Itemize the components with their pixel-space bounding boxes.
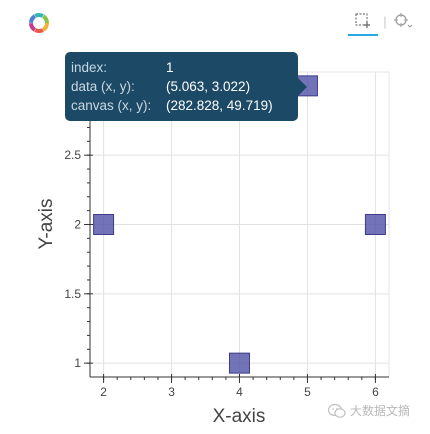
y-tick-label: 2.5	[64, 148, 81, 162]
x-tick-label: 2	[100, 385, 107, 399]
x-tick-label: 3	[168, 385, 175, 399]
data-point	[364, 214, 386, 235]
tooltip-key: canvas (x, y):	[71, 98, 152, 113]
x-axis-label: X-axis	[213, 406, 266, 427]
y-tick-label: 2	[74, 218, 81, 232]
hover-tooltip: index: 1 data (x, y): (5.063, 3.022) can…	[65, 52, 307, 121]
x-tick-label: 4	[236, 385, 243, 399]
y-tick-label: 1.5	[64, 287, 81, 301]
tooltip-value: (282.828, 49.719)	[166, 98, 273, 113]
tooltip-value: (5.063, 3.022)	[166, 79, 251, 94]
bokeh-logo-icon[interactable]	[28, 12, 50, 34]
tooltip-row-data: data (x, y): (5.063, 3.022)	[71, 77, 298, 96]
wechat-icon	[327, 403, 346, 418]
hover-tool-button[interactable]	[388, 8, 418, 34]
tooltip-key: data (x, y):	[71, 79, 135, 94]
plot-toolbar: |	[348, 8, 426, 36]
tooltip-row-index: index: 1	[71, 58, 298, 77]
toolbar-separator: |	[383, 13, 387, 29]
y-tick-label: 1	[74, 356, 81, 370]
tooltip-row-canvas: canvas (x, y): (282.828, 49.719)	[71, 96, 298, 115]
watermark: 大数据文摘	[327, 402, 410, 419]
x-tick-label: 6	[372, 385, 379, 399]
tooltip-pointer	[298, 78, 307, 96]
y-axis-label: Y-axis	[36, 198, 57, 249]
box-zoom-icon	[355, 13, 370, 28]
watermark-text: 大数据文摘	[350, 404, 411, 418]
tooltip-value: 1	[166, 60, 174, 75]
box-zoom-tool-button[interactable]	[348, 8, 378, 36]
x-tick-label: 5	[304, 385, 311, 399]
crosshair-icon	[394, 13, 413, 28]
axes: 2 3 4 5 6 1 1.5 2 2.5	[64, 72, 389, 399]
tooltip-key: index:	[71, 60, 108, 75]
data-point	[93, 214, 115, 235]
data-point	[229, 352, 250, 374]
